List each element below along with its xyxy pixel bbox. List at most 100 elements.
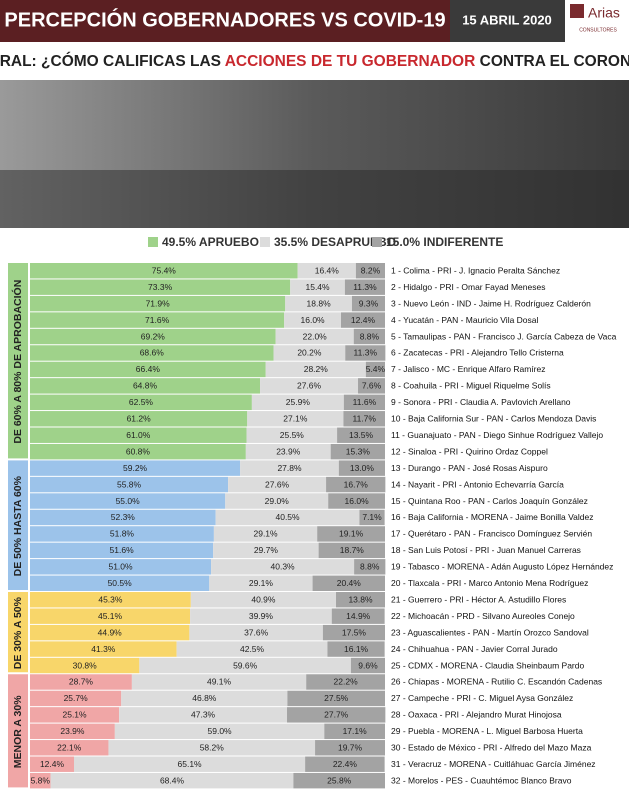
value-label: 49.1%	[207, 677, 232, 687]
value-label: 17.1%	[343, 726, 368, 736]
question-part: EN GENERAL: ¿CÓMO CALIFICAS LAS	[0, 52, 225, 70]
value-label: 55.0%	[116, 496, 141, 506]
bar-segment	[30, 740, 109, 756]
bar-segment	[30, 328, 276, 345]
legend-label: 49.5% APRUEBO	[162, 235, 259, 249]
value-label: 20.4%	[337, 578, 362, 588]
bar-segment	[245, 443, 331, 460]
value-label: 71.9%	[146, 298, 171, 308]
bar-segment	[285, 295, 352, 312]
value-label: 13.5%	[349, 430, 374, 440]
value-label: 5.4%	[366, 364, 386, 374]
bar-segment	[30, 361, 266, 378]
bar-segment	[251, 394, 344, 411]
group-strip	[8, 263, 28, 459]
value-label: 28.2%	[304, 364, 329, 374]
value-label: 17.5%	[342, 627, 367, 637]
value-label: 42.5%	[240, 644, 265, 654]
bar-segment	[30, 427, 247, 443]
bar-segment	[326, 476, 386, 493]
group-label: DE 30% A 50%	[12, 596, 24, 669]
value-label: 19.1%	[339, 529, 364, 539]
value-label: 37.6%	[244, 627, 269, 637]
value-label: 13.0%	[350, 463, 375, 473]
bar-segment	[30, 443, 246, 460]
value-label: 16.4%	[315, 265, 340, 275]
value-label: 75.4%	[152, 265, 177, 275]
row-label: 5 - Tamaulipas - PAN - Francisco J. Garc…	[391, 331, 617, 341]
row-label: 19 - Tabasco - MORENA - Adán Augusto Lóp…	[391, 562, 613, 572]
value-label: 29.1%	[249, 578, 274, 588]
value-label: 25.9%	[286, 397, 311, 407]
bar-segment	[265, 361, 366, 378]
value-label: 12.4%	[351, 315, 376, 325]
bar-segment	[108, 740, 316, 756]
bar-segment	[30, 657, 140, 674]
bar-segment	[30, 707, 120, 723]
group-strip	[8, 592, 28, 673]
value-label: 51.0%	[108, 562, 133, 572]
legend-label: 35.5% DESAPRUEBO	[274, 235, 396, 249]
row-label: 11 - Guanajuato - PAN - Diego Sinhue Rod…	[391, 430, 603, 440]
bar-segment	[30, 772, 51, 789]
row-label: 23 - Aguascalientes - PAN - Martín Orozc…	[391, 627, 589, 637]
bar-segment	[338, 460, 385, 476]
value-label: 7.6%	[362, 381, 382, 391]
row-label: 8 - Coahuila - PRI - Miguel Riquelme Sol…	[391, 381, 551, 391]
row-label: 2 - Hidalgo - PRI - Omar Fayad Meneses	[391, 282, 545, 292]
value-label: 25.7%	[64, 693, 89, 703]
bar-segment	[213, 526, 318, 542]
value-label: 23.9%	[60, 726, 85, 736]
logo: Arias	[588, 5, 620, 21]
title-bar	[0, 0, 450, 42]
bar-segment	[336, 592, 385, 608]
value-label: 22.0%	[303, 331, 328, 341]
bar-segment	[30, 378, 261, 394]
value-label: 27.7%	[324, 710, 349, 720]
bar-segment	[331, 608, 385, 624]
bar-segment	[287, 690, 385, 707]
value-label: 23.9%	[276, 446, 301, 456]
value-label: 11.6%	[353, 397, 377, 407]
bar-segment	[260, 378, 359, 394]
bar-segment	[30, 542, 214, 559]
value-label: 11.3%	[354, 348, 378, 358]
value-label: 25.5%	[280, 430, 305, 440]
group-strip	[8, 674, 28, 788]
row-label: 20 - Tlaxcala - PRI - Marco Antonio Mena…	[391, 578, 588, 588]
row-label: 1 - Colima - PRI - J. Ignacio Peralta Sá…	[391, 265, 560, 275]
row-label: 10 - Baja California Sur - PAN - Carlos …	[391, 414, 596, 424]
bar-segment	[337, 427, 385, 443]
value-label: 9.3%	[359, 298, 379, 308]
bar-segment	[30, 624, 190, 641]
value-label: 8.8%	[360, 331, 380, 341]
bar-segment	[114, 723, 325, 740]
bar-segment	[351, 295, 385, 312]
value-label: 68.6%	[140, 348, 165, 358]
bar-segment	[365, 361, 385, 378]
group-label: DE 60% A 80% DE APROBACIÓN	[11, 280, 24, 444]
bars: DE 60% A 80% DE APROBACIÓN 75.4% 16.4% 8.2%…	[8, 263, 617, 789]
value-label: 16.1%	[344, 644, 369, 654]
value-label: 11.7%	[352, 414, 376, 424]
value-label: 60.8%	[126, 446, 151, 456]
bar-segment	[189, 624, 323, 641]
value-label: 16.7%	[344, 479, 369, 489]
value-label: 29.1%	[253, 529, 278, 539]
bar-segment	[359, 509, 385, 526]
value-label: 73.3%	[148, 282, 173, 292]
value-label: 51.6%	[110, 545, 135, 555]
value-label: 40.5%	[275, 512, 300, 522]
bar-segment	[225, 493, 329, 509]
bar-segment	[211, 559, 355, 575]
value-label: 12.4%	[40, 759, 65, 769]
group-label: MENOR A 30%	[12, 695, 24, 768]
bar-segment	[228, 476, 327, 493]
bar-segment	[343, 411, 385, 427]
question: EN GENERAL: ¿CÓMO CALIFICAS LAS ACCIONES…	[0, 52, 629, 70]
value-label: 40.3%	[271, 562, 296, 572]
value-label: 25.1%	[62, 710, 87, 720]
bar-segment	[30, 723, 115, 740]
bar-segment	[315, 740, 385, 756]
value-label: 16.0%	[301, 315, 326, 325]
